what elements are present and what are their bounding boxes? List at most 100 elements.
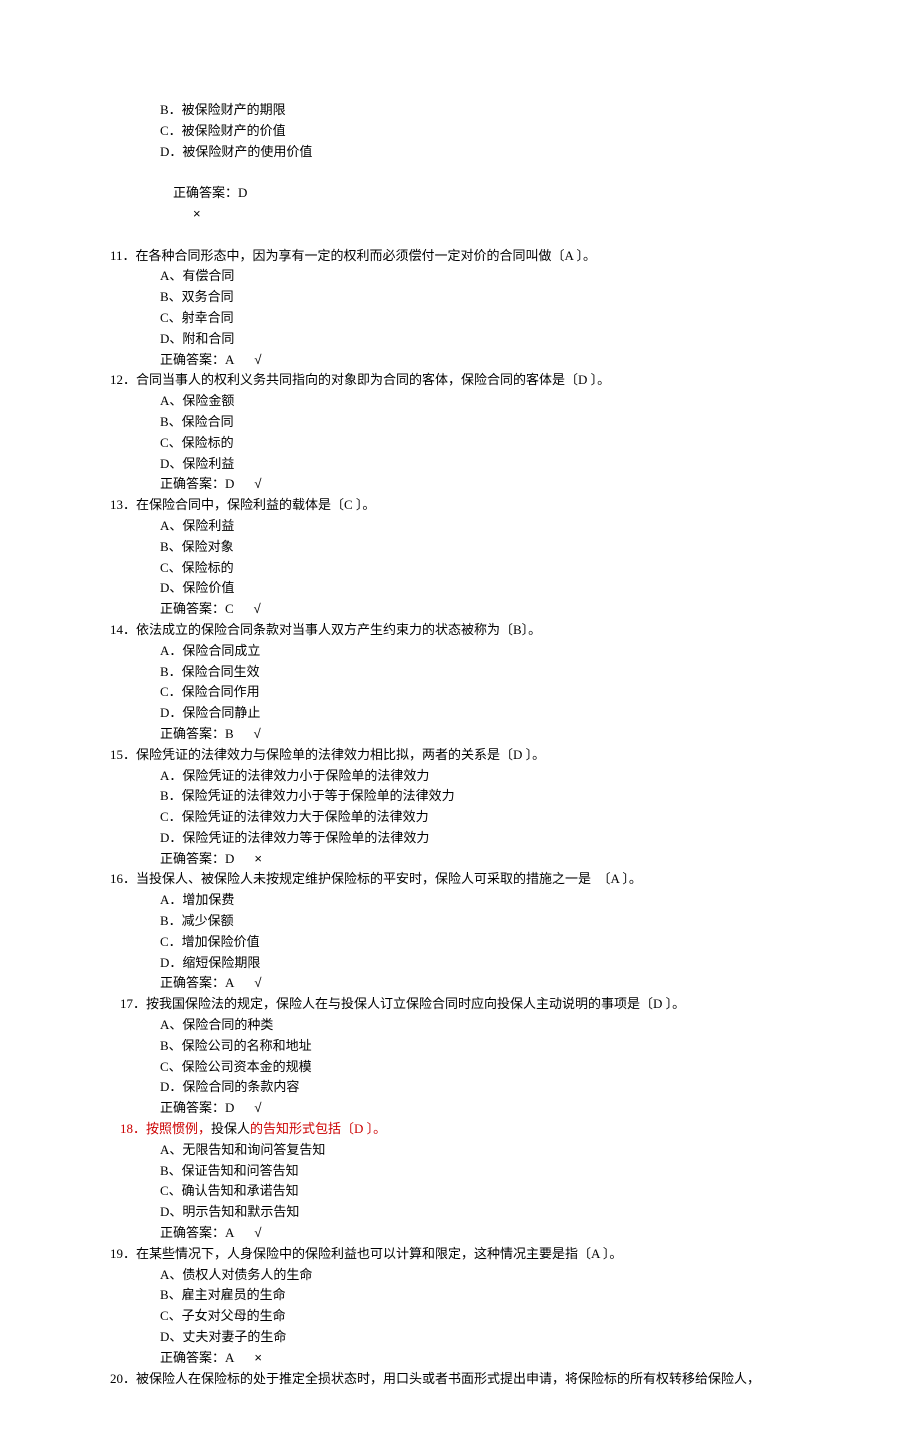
option-line: D．缩短保险期限 <box>110 953 810 974</box>
option-line: B、保险公司的名称和地址 <box>110 1036 810 1057</box>
answer-label: 正确答案：D <box>173 185 247 200</box>
answer-line: 正确答案：B√ <box>110 724 810 745</box>
option-line: D、丈夫对妻子的生命 <box>110 1327 810 1348</box>
question-stem: 15．保险凭证的法律效力与保险单的法律效力相比拟，两者的关系是〔D 〕。 <box>110 745 810 766</box>
wrong-mark-icon: × <box>254 1348 262 1369</box>
option-line: A．保险合同成立 <box>110 641 810 662</box>
question-stem: 20．被保险人在保险标的处于推定全损状态时，用口头或者书面形式提出申请，将保险标… <box>110 1369 810 1390</box>
question-stem: 19．在某些情况下，人身保险中的保险利益也可以计算和限定，这种情况主要是指〔A … <box>110 1244 810 1265</box>
option-line: C、子女对父母的生命 <box>110 1306 810 1327</box>
answer-label: 正确答案：A <box>160 1225 234 1240</box>
question-stem: 13．在保险合同中，保险利益的载体是〔C 〕。 <box>110 495 810 516</box>
document-page: B．被保险财产的期限 C．被保险财产的价值 D．被保险财产的使用价值 正确答案：… <box>0 0 920 1449</box>
option-line: C、保险公司资本金的规模 <box>110 1057 810 1078</box>
option-line: D．被保险财产的使用价值 <box>110 142 810 163</box>
answer-label: 正确答案：D <box>160 851 234 866</box>
question-number: 16． <box>110 871 136 886</box>
answer-label: 正确答案：A <box>160 975 234 990</box>
correct-mark-icon: √ <box>254 1223 261 1244</box>
question-number: 11． <box>110 248 136 263</box>
option-line: B、双务合同 <box>110 287 810 308</box>
question-text: 被保险人在保险标的处于推定全损状态时，用口头或者书面形式提出申请，将保险标的所有… <box>136 1371 760 1386</box>
question-text: 合同当事人的权利义务共同指向的对象即为合同的客体，保险合同的客体是〔D 〕。 <box>136 372 610 387</box>
option-line: A、有偿合同 <box>110 266 810 287</box>
question-number: 18． <box>120 1121 146 1136</box>
option-line: D、保险价值 <box>110 578 810 599</box>
option-line: D．保险凭证的法律效力等于保险单的法律效力 <box>110 828 810 849</box>
question-stem: 14．依法成立的保险合同条款对当事人双方产生约束力的状态被称为〔B〕。 <box>110 620 810 641</box>
option-line: B．保险凭证的法律效力小于等于保险单的法律效力 <box>110 786 810 807</box>
option-line: A．保险凭证的法律效力小于保险单的法律效力 <box>110 766 810 787</box>
question-number: 13． <box>110 497 136 512</box>
option-line: C、保险标的 <box>110 558 810 579</box>
answer-label: 正确答案：A <box>160 1350 234 1365</box>
question-number: 12． <box>110 372 136 387</box>
answer-label: 正确答案：D <box>160 1100 234 1115</box>
option-line: D、附和合同 <box>110 329 810 350</box>
answer-line: 正确答案：A √ <box>110 1223 810 1244</box>
question-text: 依法成立的保险合同条款对当事人双方产生约束力的状态被称为〔B〕。 <box>136 622 541 637</box>
answer-line: 正确答案：A × <box>110 1348 810 1369</box>
option-line: C、保险标的 <box>110 433 810 454</box>
answer-label: 正确答案：B <box>160 726 234 741</box>
answer-line: 正确答案：D √ <box>110 1098 810 1119</box>
answer-line: 正确答案：A √ <box>110 350 810 371</box>
option-line: B、保险对象 <box>110 537 810 558</box>
answer-line: 正确答案：D√ <box>110 474 810 495</box>
answer-label: 正确答案：C <box>160 601 234 616</box>
option-line: B、保险合同 <box>110 412 810 433</box>
question-number: 15． <box>110 747 136 762</box>
option-line: B．减少保额 <box>110 911 810 932</box>
question-text-part: 按照惯例， <box>146 1121 211 1136</box>
question-text: 在某些情况下，人身保险中的保险利益也可以计算和限定，这种情况主要是指〔A 〕。 <box>136 1246 622 1261</box>
correct-mark-icon: √ <box>254 1098 261 1119</box>
question-text: 当投保人、被保险人未按规定维护保险标的平安时，保险人可采取的措施之一是 〔A 〕… <box>136 871 642 886</box>
answer-line: 正确答案：A √ <box>110 973 810 994</box>
question-stem: 11．在各种合同形态中，因为享有一定的权利而必须偿付一定对价的合同叫做〔A 〕。 <box>110 246 810 267</box>
answer-label: 正确答案：D <box>160 476 234 491</box>
correct-mark-icon: √ <box>254 973 261 994</box>
correct-mark-icon: √ <box>254 599 261 620</box>
option-line: A、债权人对债务人的生命 <box>110 1265 810 1286</box>
option-line: A、保险金额 <box>110 391 810 412</box>
option-line: C．被保险财产的价值 <box>110 121 810 142</box>
answer-line: 正确答案：D × <box>110 162 810 245</box>
answer-line: 正确答案：C √ <box>110 599 810 620</box>
question-text: 按我国保险法的规定，保险人在与投保人订立保险合同时应向投保人主动说明的事项是〔D… <box>146 996 685 1011</box>
option-line: B．保险合同生效 <box>110 662 810 683</box>
question-number: 20． <box>110 1371 136 1386</box>
correct-mark-icon: √ <box>254 350 261 371</box>
question-stem: 17．按我国保险法的规定，保险人在与投保人订立保险合同时应向投保人主动说明的事项… <box>110 994 810 1015</box>
question-number: 17． <box>120 996 146 1011</box>
question-number: 19． <box>110 1246 136 1261</box>
wrong-mark-icon: × <box>193 204 201 225</box>
question-text: 在各种合同形态中，因为享有一定的权利而必须偿付一定对价的合同叫做〔A 〕。 <box>136 248 596 263</box>
option-line: A．增加保费 <box>110 890 810 911</box>
option-line: D、明示告知和默示告知 <box>110 1202 810 1223</box>
question-text: 在保险合同中，保险利益的载体是〔C 〕。 <box>136 497 375 512</box>
option-line: D．保险合同的条款内容 <box>110 1077 810 1098</box>
option-line: B、保证告知和问答告知 <box>110 1161 810 1182</box>
question-stem: 16．当投保人、被保险人未按规定维护保险标的平安时，保险人可采取的措施之一是 〔… <box>110 869 810 890</box>
option-line: A、无限告知和询问答复告知 <box>110 1140 810 1161</box>
question-stem: 12．合同当事人的权利义务共同指向的对象即为合同的客体，保险合同的客体是〔D 〕… <box>110 370 810 391</box>
option-line: B、雇主对雇员的生命 <box>110 1285 810 1306</box>
option-line: A、保险利益 <box>110 516 810 537</box>
option-line: C、射幸合同 <box>110 308 810 329</box>
option-line: A、保险合同的种类 <box>110 1015 810 1036</box>
question-text-part: 投保人 <box>211 1121 250 1136</box>
option-line: B．被保险财产的期限 <box>110 100 810 121</box>
option-line: D．保险合同静止 <box>110 703 810 724</box>
question-number: 14． <box>110 622 136 637</box>
answer-line: 正确答案：D × <box>110 849 810 870</box>
answer-label: 正确答案：A <box>160 352 234 367</box>
option-line: C．增加保险价值 <box>110 932 810 953</box>
question-text-part: 的告知形式包括〔D 〕。 <box>250 1121 386 1136</box>
question-stem: 18．按照惯例，投保人的告知形式包括〔D 〕。 <box>110 1119 810 1140</box>
question-text: 保险凭证的法律效力与保险单的法律效力相比拟，两者的关系是〔D 〕。 <box>136 747 545 762</box>
option-line: D、保险利益 <box>110 454 810 475</box>
wrong-mark-icon: × <box>254 849 262 870</box>
option-line: C、确认告知和承诺告知 <box>110 1181 810 1202</box>
option-line: C．保险凭证的法律效力大于保险单的法律效力 <box>110 807 810 828</box>
option-line: C．保险合同作用 <box>110 682 810 703</box>
